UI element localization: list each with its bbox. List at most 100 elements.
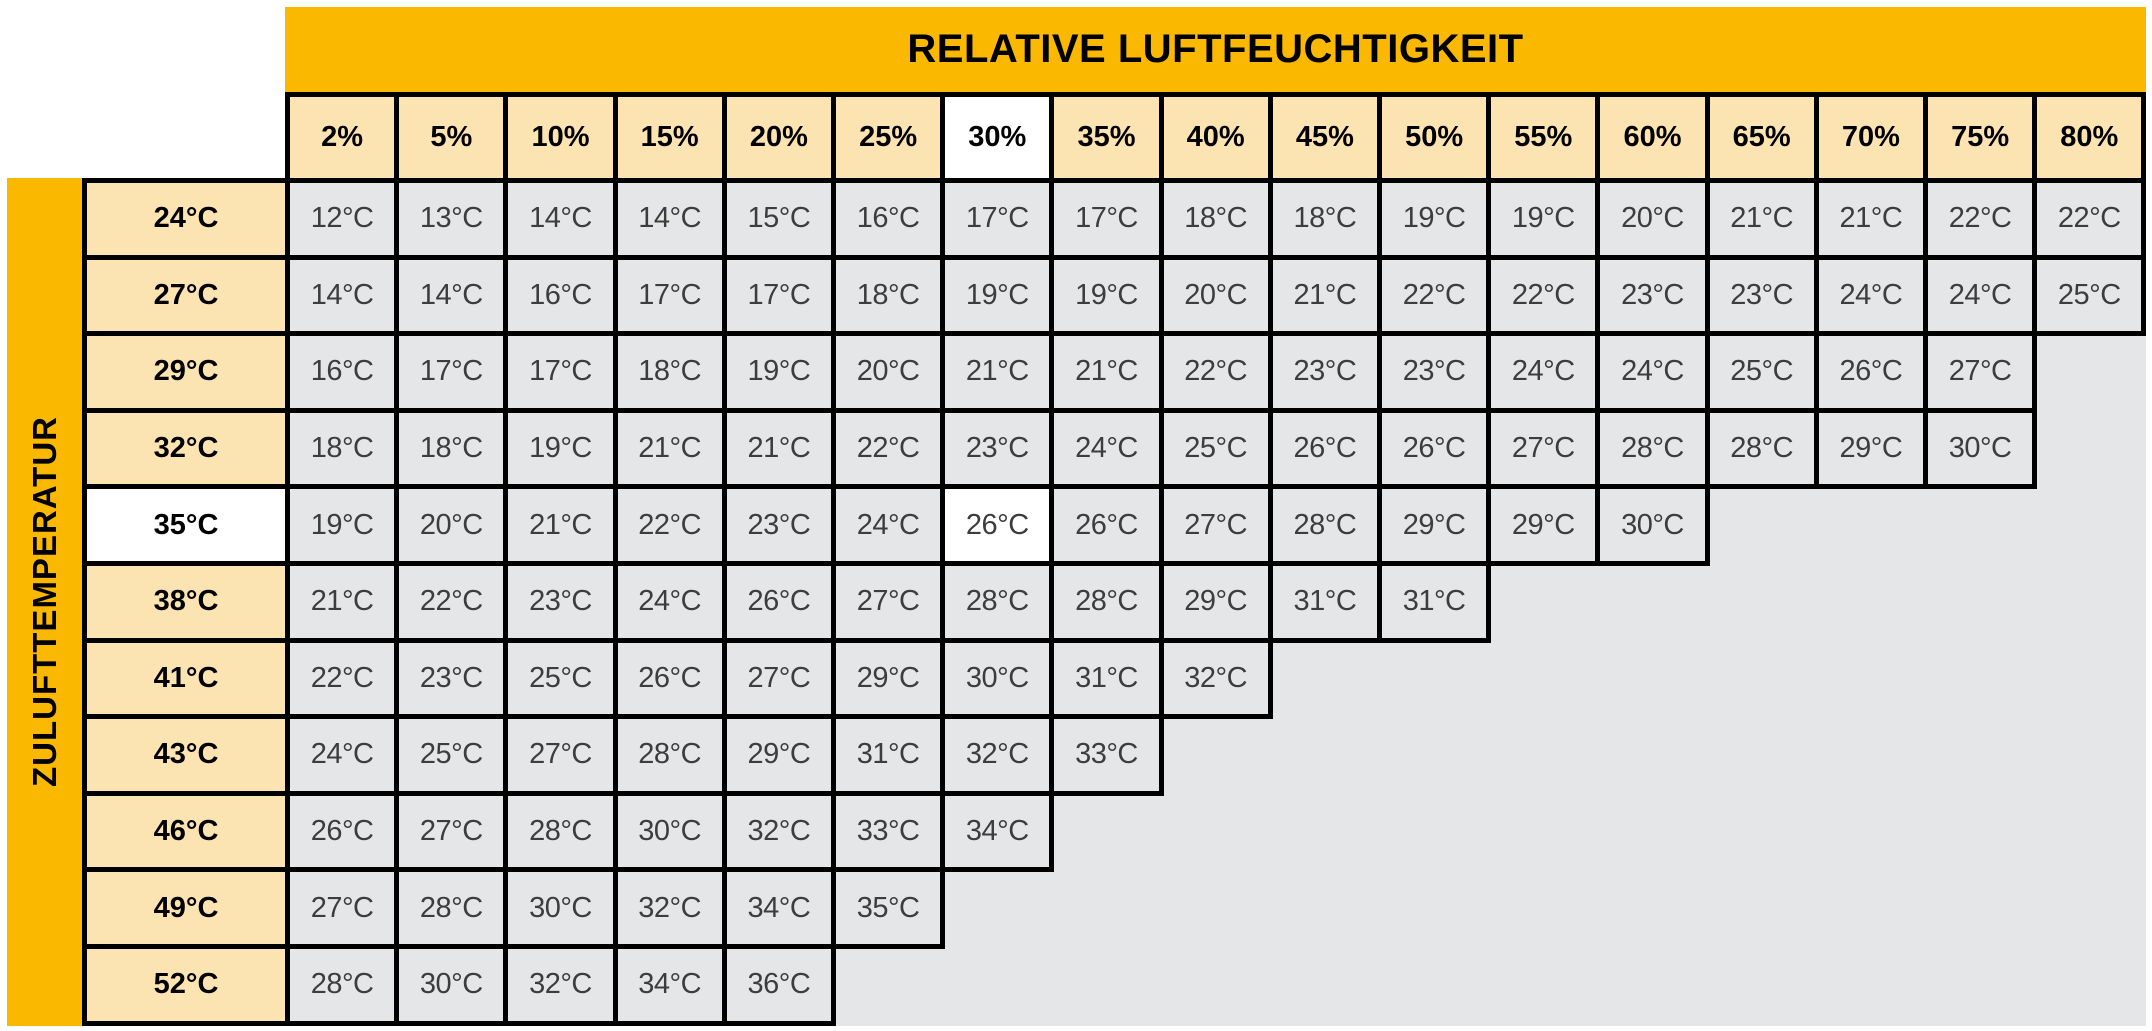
- row-axis-title-band: ZULUFTTEMPERATUR: [7, 178, 82, 1026]
- value-cell: 34°C: [721, 867, 836, 949]
- column-header-cell: 2%: [285, 92, 400, 183]
- value-cell: 23°C: [394, 637, 509, 720]
- value-cell: 22°C: [1486, 254, 1601, 337]
- value-cell: 24°C: [1813, 254, 1928, 337]
- value-cell: 15°C: [721, 178, 836, 260]
- value-cell: 22°C: [612, 484, 727, 566]
- value-cell: 18°C: [394, 407, 509, 490]
- column-header-cell: 40%: [1158, 92, 1273, 183]
- value-cell: 13°C: [394, 178, 509, 260]
- column-header-cell: 70%: [1813, 92, 1928, 183]
- column-axis-title: RELATIVE LUFTFEUCHTIGKEIT: [907, 27, 1524, 71]
- value-cell: 28°C: [612, 714, 727, 796]
- value-cell: 16°C: [831, 178, 946, 260]
- value-cell: 14°C: [503, 178, 618, 260]
- value-cell: 34°C: [940, 790, 1055, 873]
- value-cell: 25°C: [394, 714, 509, 796]
- value-cell: 25°C: [2032, 254, 2147, 337]
- value-cell: 16°C: [503, 254, 618, 337]
- value-cell: 21°C: [1813, 178, 1928, 260]
- value-cell: 30°C: [940, 637, 1055, 720]
- column-header-cell: 35%: [1049, 92, 1164, 183]
- value-cell: 12°C: [285, 178, 400, 260]
- value-cell: 30°C: [612, 790, 727, 873]
- value-cell: 17°C: [394, 331, 509, 413]
- row-header-cell: 38°C: [82, 561, 290, 643]
- value-cell: 18°C: [1267, 178, 1382, 260]
- value-cell: 20°C: [1595, 178, 1710, 260]
- value-cell: 18°C: [285, 407, 400, 490]
- column-axis-title-band: RELATIVE LUFTFEUCHTIGKEIT: [285, 7, 2146, 92]
- value-cell: 23°C: [503, 561, 618, 643]
- value-cell: 24°C: [1923, 254, 2038, 337]
- row-axis-title: ZULUFTTEMPERATUR: [25, 416, 63, 788]
- value-cell: 25°C: [1158, 407, 1273, 490]
- column-header-cell: 50%: [1377, 92, 1492, 183]
- value-cell: 14°C: [285, 254, 400, 337]
- value-cell: 24°C: [831, 484, 946, 566]
- row-header-cell: 46°C: [82, 790, 290, 873]
- value-cell: 19°C: [721, 331, 836, 413]
- column-header-cell: 25%: [831, 92, 946, 183]
- value-cell: 26°C: [285, 790, 400, 873]
- value-cell: 28°C: [1704, 407, 1819, 490]
- value-cell: 33°C: [831, 790, 946, 873]
- value-cell: 22°C: [1923, 178, 2038, 260]
- column-header-cell: 5%: [394, 92, 509, 183]
- value-cell: 18°C: [831, 254, 946, 337]
- value-cell: 20°C: [394, 484, 509, 566]
- row-header-cell: 41°C: [82, 637, 290, 720]
- value-cell: 19°C: [1049, 254, 1164, 337]
- value-cell: 18°C: [612, 331, 727, 413]
- value-cell: 27°C: [721, 637, 836, 720]
- value-cell: 20°C: [831, 331, 946, 413]
- value-cell: 21°C: [1704, 178, 1819, 260]
- value-cell: 27°C: [1158, 484, 1273, 566]
- row-header-cell: 24°C: [82, 178, 290, 260]
- value-cell: 31°C: [1377, 561, 1492, 643]
- value-cell: 23°C: [940, 407, 1055, 490]
- value-cell: 26°C: [721, 561, 836, 643]
- value-cell: 31°C: [1267, 561, 1382, 643]
- value-cell: 21°C: [721, 407, 836, 490]
- value-cell: 31°C: [1049, 637, 1164, 720]
- value-cell: 34°C: [612, 944, 727, 1026]
- value-cell: 27°C: [1923, 331, 2038, 413]
- value-cell: 29°C: [1377, 484, 1492, 566]
- value-cell: 19°C: [940, 254, 1055, 337]
- value-cell: 26°C: [1049, 484, 1164, 566]
- value-cell: 30°C: [1595, 484, 1710, 566]
- value-cell: 33°C: [1049, 714, 1164, 796]
- column-header-cell: 75%: [1923, 92, 2038, 183]
- value-cell: 25°C: [1704, 331, 1819, 413]
- value-cell: 22°C: [1158, 331, 1273, 413]
- value-cell: 26°C: [940, 484, 1055, 566]
- row-header-cell: 49°C: [82, 867, 290, 949]
- value-cell: 20°C: [1158, 254, 1273, 337]
- value-cell: 36°C: [721, 944, 836, 1026]
- value-cell: 32°C: [1158, 637, 1273, 720]
- value-cell: 21°C: [612, 407, 727, 490]
- value-cell: 21°C: [940, 331, 1055, 413]
- value-cell: 24°C: [612, 561, 727, 643]
- value-cell: 19°C: [285, 484, 400, 566]
- value-cell: 23°C: [1267, 331, 1382, 413]
- value-cell: 29°C: [721, 714, 836, 796]
- value-cell: 27°C: [1486, 407, 1601, 490]
- value-cell: 21°C: [503, 484, 618, 566]
- row-header-cell: 35°C: [82, 484, 290, 566]
- column-header-cell: 55%: [1486, 92, 1601, 183]
- value-cell: 19°C: [1377, 178, 1492, 260]
- value-cell: 29°C: [1486, 484, 1601, 566]
- value-cell: 19°C: [503, 407, 618, 490]
- row-header-cell: 27°C: [82, 254, 290, 337]
- value-cell: 27°C: [503, 714, 618, 796]
- value-cell: 17°C: [721, 254, 836, 337]
- value-cell: 26°C: [1813, 331, 1928, 413]
- value-cell: 23°C: [1595, 254, 1710, 337]
- value-cell: 22°C: [831, 407, 946, 490]
- value-cell: 29°C: [1813, 407, 1928, 490]
- column-header-cell: 20%: [721, 92, 836, 183]
- value-cell: 30°C: [394, 944, 509, 1026]
- value-cell: 28°C: [940, 561, 1055, 643]
